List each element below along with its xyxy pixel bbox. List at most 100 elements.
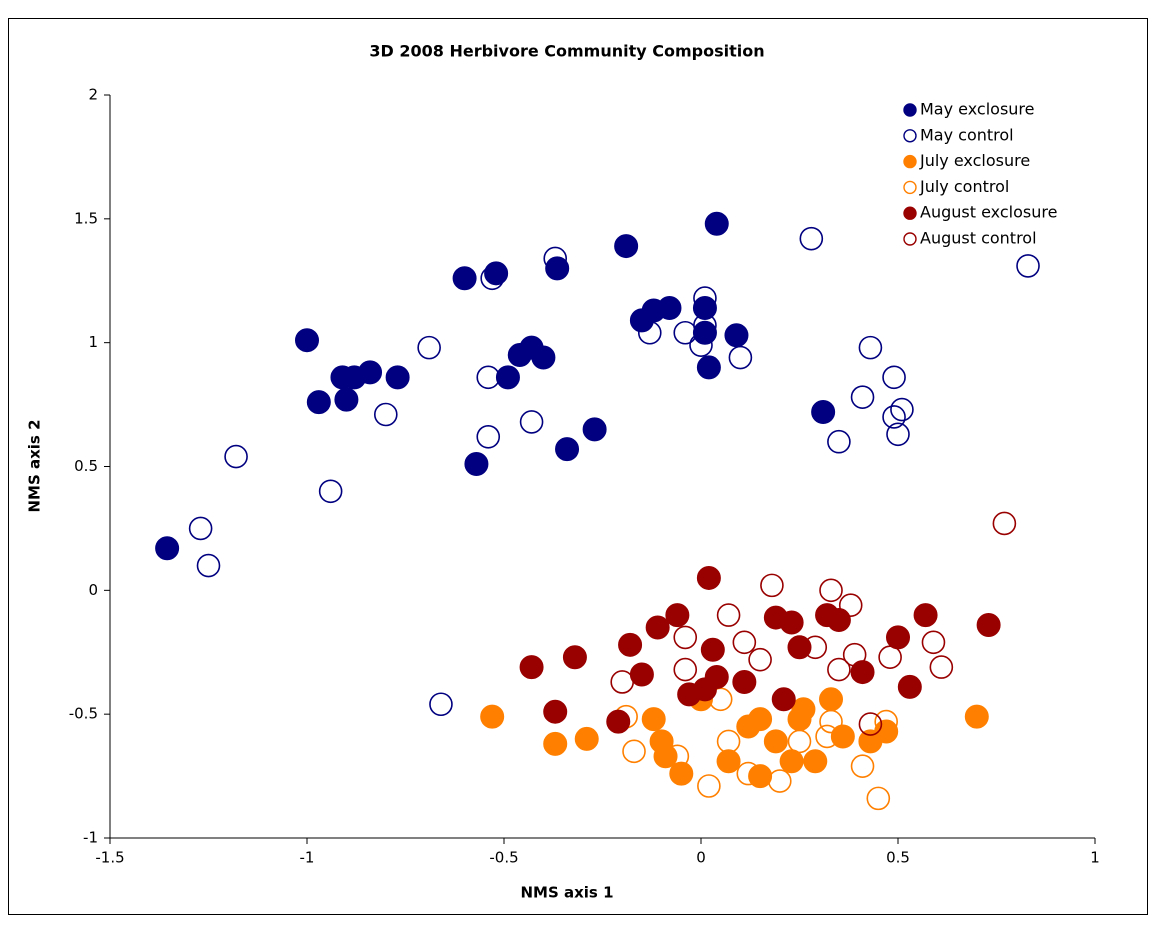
point: [476, 365, 501, 390]
point: [543, 699, 568, 724]
point: [799, 226, 824, 251]
point: [827, 429, 851, 454]
x-tick-label: -1: [300, 849, 315, 867]
point: [748, 647, 772, 672]
point: [724, 323, 749, 348]
point: [693, 313, 717, 338]
point: [700, 637, 725, 662]
legend-label: August control: [920, 229, 1037, 248]
point: [787, 729, 812, 754]
point: [878, 645, 902, 670]
point: [373, 402, 398, 427]
point: [728, 345, 753, 370]
point: [637, 320, 662, 345]
point: [495, 365, 520, 390]
point: [480, 704, 505, 729]
point: [606, 709, 631, 734]
point: [555, 437, 580, 462]
point: [696, 565, 721, 590]
point: [196, 553, 221, 578]
point: [803, 749, 828, 774]
point: [716, 729, 741, 754]
point: [618, 632, 643, 657]
y-tick-label: 0: [88, 581, 98, 599]
legend: May exclosure May control July exclosure Ju…: [903, 100, 1057, 248]
chart-title: 3D 2008 Herbivore Community Composition: [369, 42, 764, 61]
point: [736, 761, 761, 786]
point: [716, 749, 741, 774]
point: [574, 726, 599, 751]
point: [358, 360, 383, 385]
point: [811, 400, 836, 425]
legend-marker: [903, 103, 917, 117]
point: [921, 630, 946, 655]
point: [306, 390, 331, 415]
point: [882, 365, 906, 390]
point: [582, 417, 607, 442]
y-axis-title: NMS axis 2: [26, 419, 44, 512]
point: [464, 452, 489, 477]
point: [614, 234, 639, 259]
y-tick-label: -0.5: [69, 705, 98, 723]
point: [838, 593, 863, 617]
x-axis-title: NMS axis 1: [520, 884, 613, 902]
point: [850, 385, 875, 409]
point: [897, 674, 922, 699]
point: [519, 655, 544, 680]
point: [771, 687, 796, 712]
y-tick-label: 0.5: [74, 457, 98, 475]
point: [819, 578, 843, 603]
legend-label: May exclosure: [920, 100, 1035, 119]
point: [334, 387, 359, 412]
point: [645, 615, 670, 640]
legend-marker: [903, 206, 917, 220]
point: [850, 660, 875, 685]
point: [976, 613, 1001, 638]
point: [669, 761, 694, 786]
point: [665, 603, 690, 628]
x-tick-label: -0.5: [489, 849, 518, 867]
y-tick-label: 1: [88, 333, 98, 351]
point: [929, 655, 954, 679]
point: [665, 744, 690, 769]
point: [819, 687, 844, 712]
point: [913, 603, 938, 628]
point: [562, 645, 587, 670]
point: [704, 211, 729, 236]
point: [882, 405, 906, 429]
point: [826, 608, 851, 633]
legend-marker: [903, 154, 917, 169]
point: [748, 707, 773, 732]
point: [610, 670, 635, 694]
point: [732, 630, 757, 655]
point: [866, 786, 891, 811]
legend-label: July exclosure: [919, 151, 1030, 170]
legend-marker: [903, 180, 917, 195]
point: [295, 328, 319, 353]
points: [155, 211, 1040, 811]
point: [858, 335, 883, 360]
point: [803, 635, 828, 660]
point: [385, 365, 410, 390]
point: [697, 774, 721, 798]
point: [842, 642, 867, 667]
point: [484, 261, 509, 286]
legend-marker: [903, 129, 917, 143]
legend-label: July control: [919, 177, 1009, 196]
point: [188, 516, 213, 541]
point: [819, 709, 843, 734]
point: [543, 731, 568, 756]
point: [476, 424, 501, 449]
point: [716, 603, 741, 627]
point: [622, 739, 646, 764]
point: [767, 769, 792, 793]
point: [653, 744, 678, 769]
y-tick-label: 1.5: [74, 209, 98, 227]
point: [417, 335, 441, 360]
point: [1016, 254, 1040, 278]
axes: -1 -0.5 0 0.5 1 1.5 2 -1.5 -1 -0.5 0 0.5 1: [69, 86, 1100, 867]
point: [452, 266, 477, 291]
point: [763, 729, 788, 754]
